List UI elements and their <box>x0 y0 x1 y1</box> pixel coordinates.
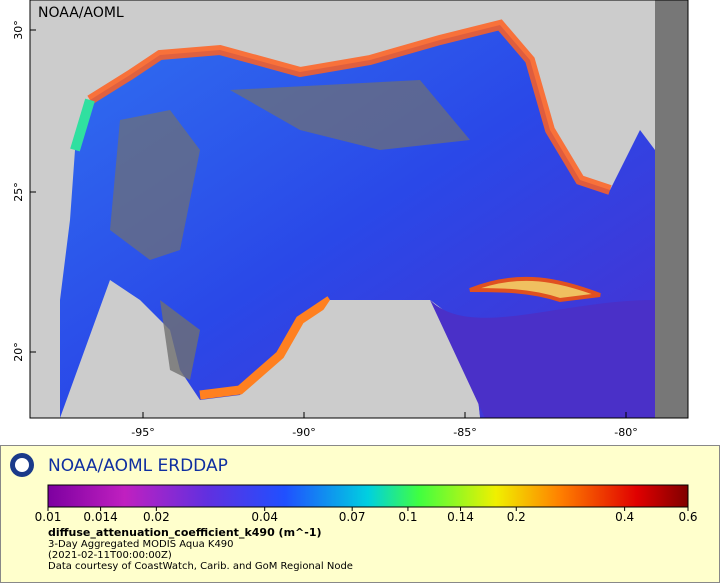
yucatan <box>290 300 480 418</box>
colorbar <box>47 484 689 508</box>
coastal-high <box>199 296 333 400</box>
legend-box <box>0 445 720 583</box>
lat-label: 20° <box>12 342 25 362</box>
legend-title: NOAA/AOML ERDDAP <box>48 456 228 476</box>
no-data <box>230 80 470 150</box>
lat-label: 30° <box>12 20 25 40</box>
map-frame <box>29 0 689 419</box>
lon-label: -85° <box>453 426 476 439</box>
colorbar-tick-label: 0.6 <box>678 510 697 524</box>
no-data <box>160 300 200 380</box>
watermark: NOAA/AOML <box>38 5 124 21</box>
colorbar-tick-label: 0.02 <box>143 510 170 524</box>
legend-line: 3-Day Aggregated MODIS Aqua K490 <box>48 539 234 550</box>
cuba <box>469 276 601 303</box>
noaa-logo-inner <box>15 458 29 472</box>
colorbar-tick-label: 0.2 <box>507 510 526 524</box>
colorbar-tick-label: 0.014 <box>83 510 117 524</box>
no-data <box>655 0 688 418</box>
legend-line: Data courtesy of CoastWatch, Carib. and … <box>48 561 353 572</box>
colorbar-tick-label: 0.01 <box>35 510 62 524</box>
colorbar-tick-label: 0.04 <box>251 510 278 524</box>
map-axes: 30° 25° 20° -95° -90° -85° -80° <box>12 20 638 439</box>
lon-label: -80° <box>614 426 637 439</box>
colorbar-tick-label: 0.4 <box>615 510 634 524</box>
no-data <box>110 110 200 260</box>
colorbar-tick-label: 0.14 <box>447 510 474 524</box>
caribbean-water <box>430 300 655 418</box>
colorbar-tick-label: 0.1 <box>398 510 417 524</box>
coastal-mid <box>70 98 95 152</box>
variable-name: diffuse_attenuation_coefficient_k490 (m^… <box>48 526 322 539</box>
colorbar-tick-label: 0.07 <box>339 510 366 524</box>
lon-label: -95° <box>131 426 154 439</box>
legend-line: (2021-02-11T00:00:00Z) <box>48 550 172 561</box>
lon-label: -90° <box>292 426 315 439</box>
legend: NOAA/AOML ERDDAP diffuse_attenuation_coe… <box>0 445 720 583</box>
coastal-high <box>87 19 612 195</box>
map: NOAA/AOML <box>29 0 689 419</box>
lat-label: 25° <box>12 182 25 202</box>
